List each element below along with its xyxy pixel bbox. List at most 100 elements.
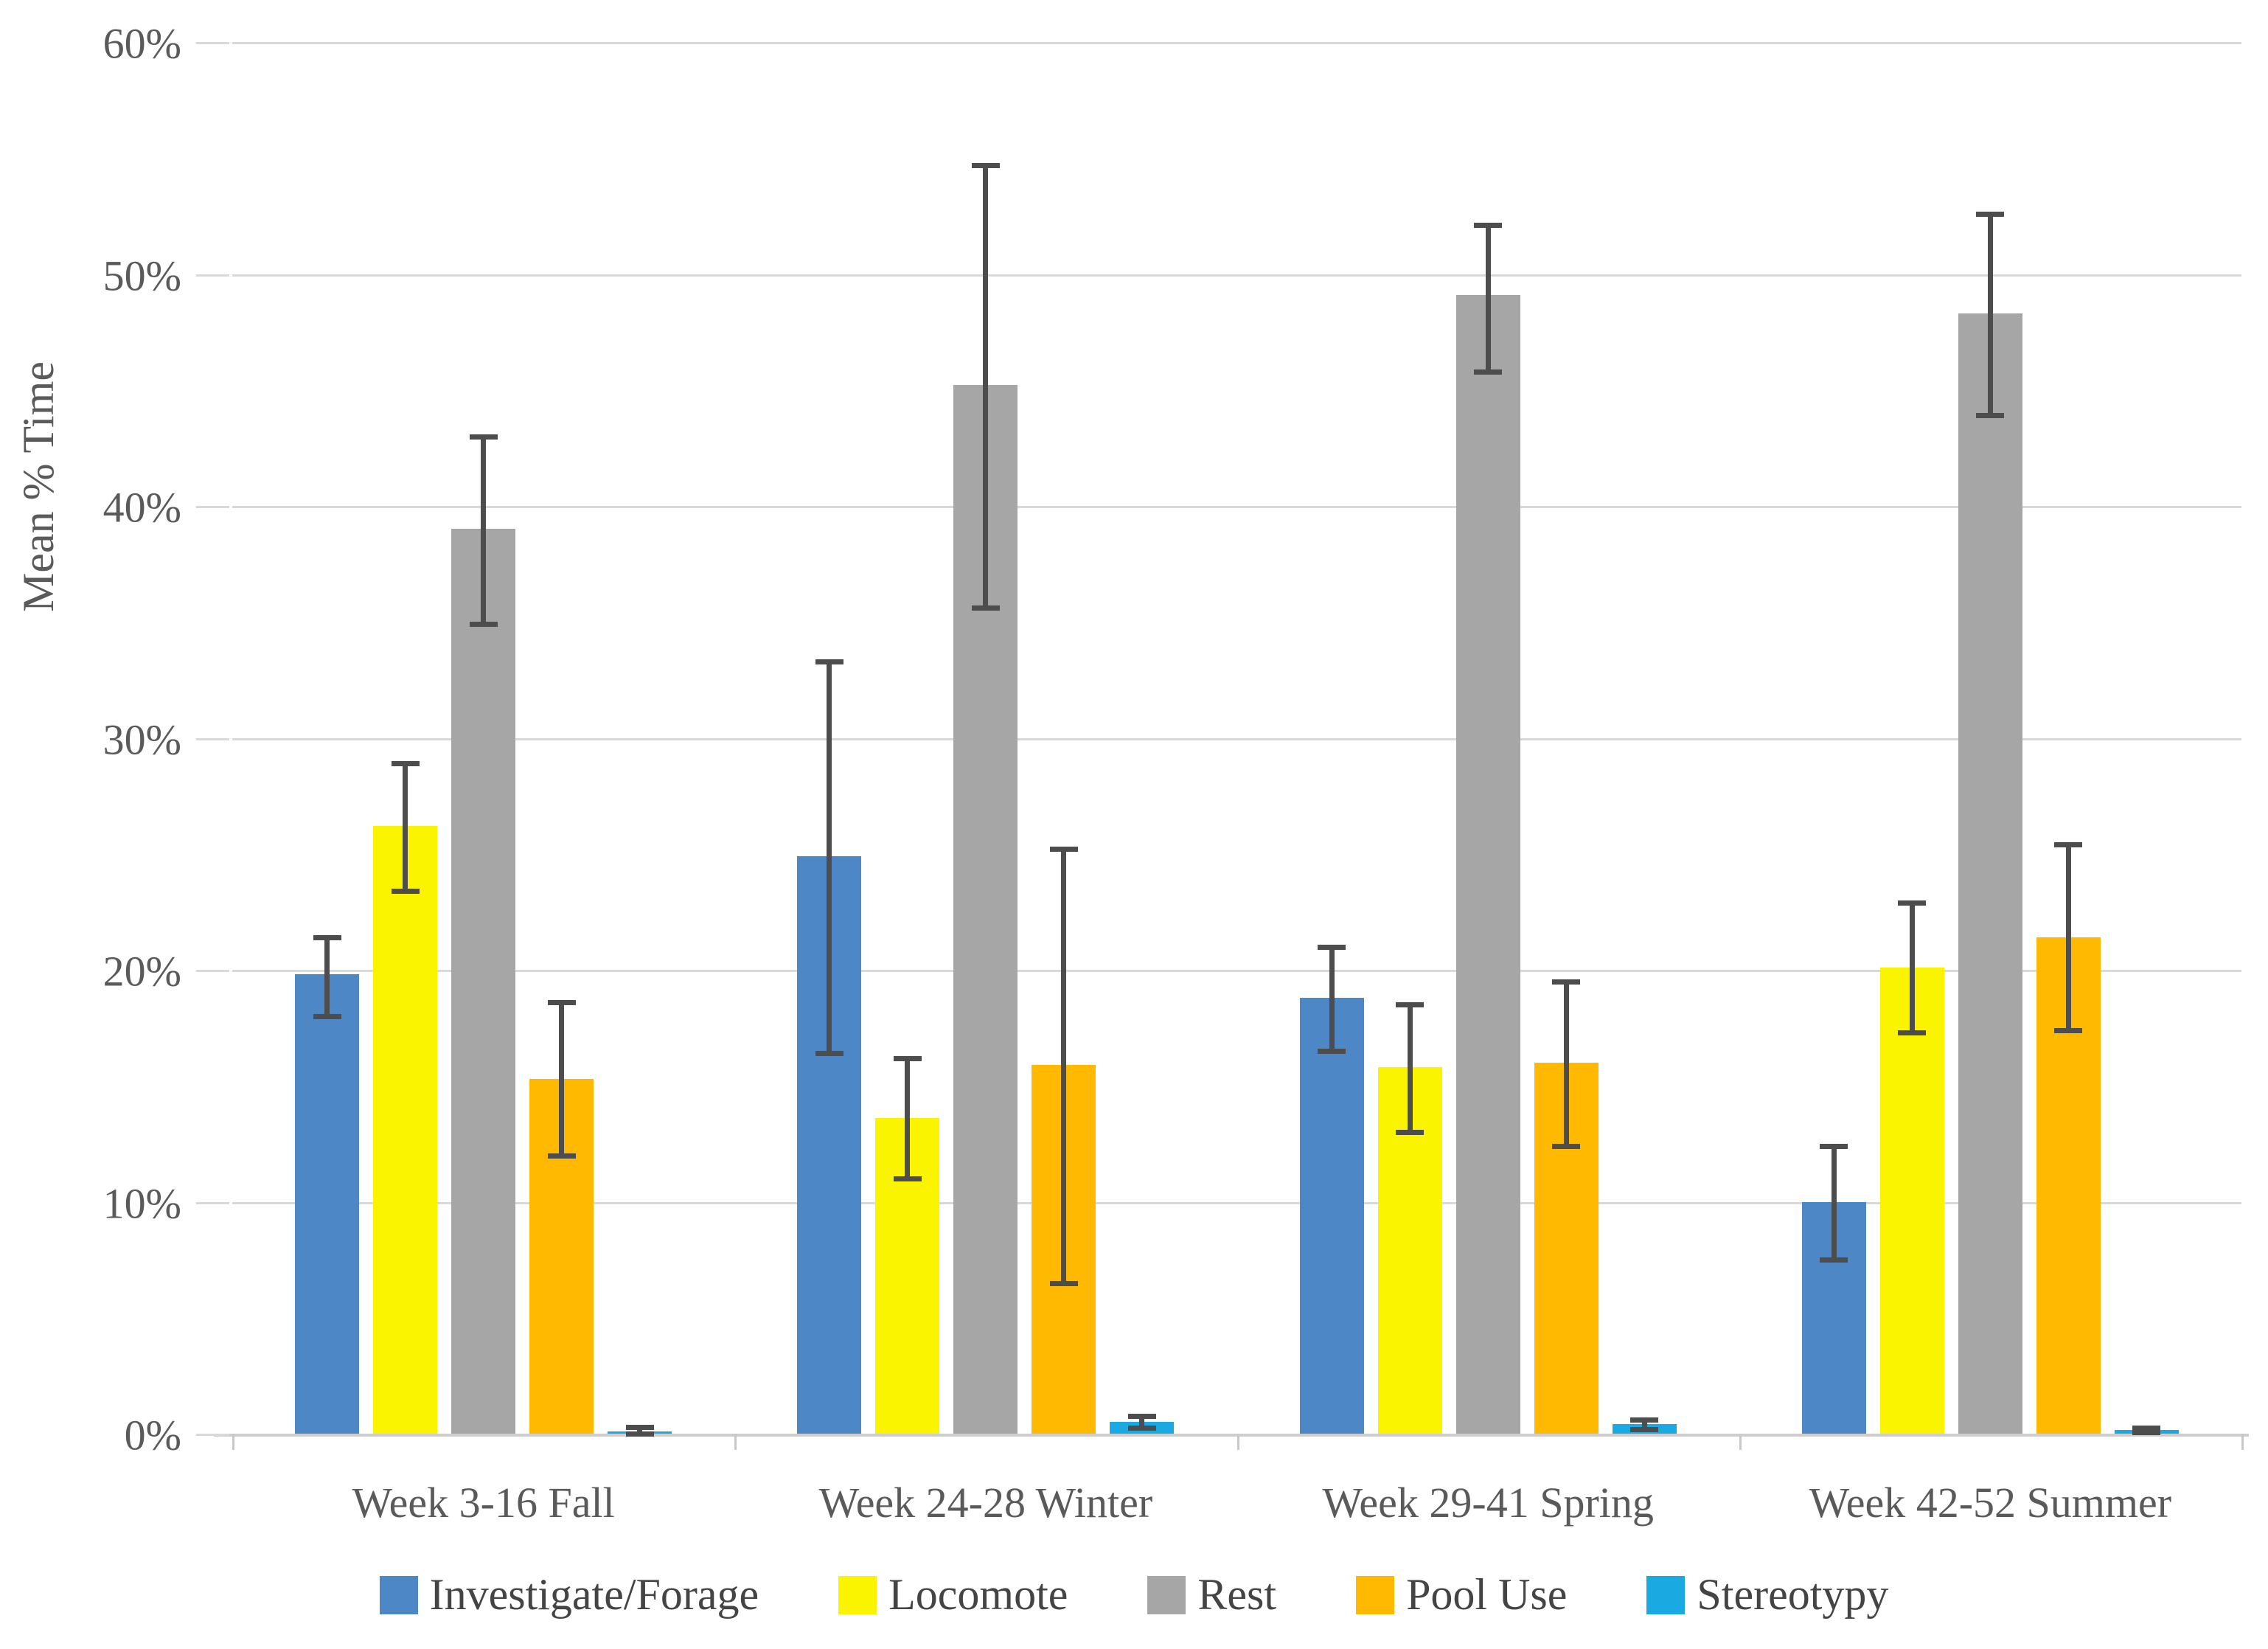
x-axis-tick (1739, 1434, 1742, 1450)
error-bar-cap-top (469, 434, 498, 440)
gridline (232, 737, 2241, 740)
error-bar-cap-bottom (1474, 369, 1503, 375)
y-tick-label: 50% (102, 251, 181, 299)
error-bar (1061, 849, 1067, 1283)
error-bar-cap-top (625, 1424, 654, 1430)
legend-label: Pool Use (1406, 1570, 1568, 1619)
error-bar-cap-top (893, 1055, 922, 1061)
y-axis-tick (196, 970, 229, 972)
x-axis-tick (734, 1434, 737, 1450)
error-bar-cap-bottom (1318, 1049, 1346, 1055)
error-bar-cap-bottom (1049, 1280, 1078, 1286)
legend-swatch-icon (1147, 1575, 1186, 1614)
error-bar (1831, 1146, 1837, 1260)
y-tick-label: 60% (102, 19, 181, 68)
error-bar-cap-top (1474, 223, 1503, 229)
error-bar-cap-bottom (313, 1013, 341, 1019)
error-bar-cap-top (547, 1000, 576, 1006)
error-bar-cap-bottom (1820, 1257, 1848, 1263)
legend: Investigate/Forage Locomote Rest Pool Use St… (0, 1569, 2268, 1620)
error-bar (2065, 844, 2071, 1030)
error-bar (1329, 946, 1335, 1052)
error-bar-cap-bottom (1127, 1426, 1156, 1431)
bar-rest (451, 529, 516, 1434)
error-bar (1485, 225, 1491, 372)
bar-investigate-forage (1299, 997, 1364, 1434)
y-axis-tick (196, 274, 229, 277)
error-bar (1139, 1416, 1145, 1428)
legend-item-rest: Rest (1147, 1569, 1276, 1620)
x-category-label: Week 29-41 Spring (1322, 1479, 1654, 1527)
x-axis-tick (2241, 1434, 2244, 1450)
error-bar (1563, 981, 1569, 1146)
error-bar-cap-top (1127, 1414, 1156, 1420)
legend-item-pool-use: Pool Use (1356, 1569, 1567, 1620)
error-bar-cap-top (2132, 1426, 2161, 1431)
bar-rest (1455, 294, 1520, 1434)
y-tick-label: 30% (102, 715, 181, 763)
error-bar-cap-bottom (971, 605, 1000, 611)
error-bar-cap-bottom (1898, 1030, 1927, 1035)
error-bar-cap-bottom (1630, 1426, 1659, 1432)
error-bar (827, 661, 832, 1054)
legend-swatch-icon (379, 1575, 418, 1614)
x-axis-line (214, 1434, 2249, 1437)
y-axis-tick (196, 1434, 229, 1436)
gridline (232, 274, 2241, 277)
error-bar-cap-top (1630, 1417, 1659, 1423)
y-tick-label: 0% (124, 1411, 181, 1459)
error-bar-cap-bottom (625, 1431, 654, 1437)
legend-swatch-icon (1646, 1575, 1686, 1614)
error-bar (403, 763, 408, 892)
error-bar (1641, 1420, 1647, 1429)
error-bar (1909, 902, 1915, 1032)
error-bar-cap-top (1318, 944, 1346, 950)
y-tick-label: 10% (102, 1179, 181, 1227)
legend-item-investigate-forage: Investigate/Forage (379, 1569, 759, 1620)
legend-swatch-icon (1356, 1575, 1395, 1614)
error-bar (324, 937, 330, 1016)
x-category-label: Week 24-28 Winter (818, 1479, 1153, 1527)
bar-rest (1958, 313, 2022, 1434)
y-axis-tick (196, 1201, 229, 1204)
legend-label: Investigate/Forage (429, 1570, 759, 1619)
error-bar-cap-top (815, 659, 843, 664)
error-bar (559, 1002, 565, 1156)
error-bar-cap-top (1820, 1144, 1848, 1150)
legend-swatch-icon (838, 1575, 877, 1614)
y-tick-label: 40% (102, 483, 181, 532)
error-bar (983, 164, 989, 608)
error-bar-cap-top (1552, 979, 1581, 985)
bar-investigate-forage (295, 974, 360, 1434)
error-bar (637, 1426, 643, 1434)
bar-locomote (373, 826, 438, 1434)
error-bar-cap-top (1976, 211, 2005, 217)
error-bar-cap-bottom (1552, 1144, 1581, 1150)
x-category-label: Week 42-52 Summer (1809, 1479, 2172, 1527)
error-bar-cap-bottom (2054, 1027, 2083, 1033)
error-bar (1987, 213, 1993, 416)
y-axis-tick (196, 737, 229, 740)
legend-item-stereotypy: Stereotypy (1646, 1569, 1888, 1620)
gridline (232, 1201, 2241, 1204)
y-axis-tick (196, 506, 229, 508)
x-category-label: Week 3-16 Fall (352, 1479, 615, 1527)
legend-label: Rest (1197, 1570, 1277, 1619)
error-bar (905, 1058, 911, 1179)
error-bar-cap-bottom (815, 1051, 843, 1057)
gridline (232, 42, 2241, 44)
error-bar-cap-top (391, 761, 420, 767)
gridline (232, 970, 2241, 972)
error-bar-cap-top (971, 162, 1000, 168)
x-axis-tick (1236, 1434, 1239, 1450)
error-bar-cap-bottom (2132, 1430, 2161, 1436)
error-bar-cap-bottom (547, 1153, 576, 1159)
error-bar-cap-bottom (893, 1176, 922, 1182)
y-axis-tick (196, 42, 229, 44)
gridline (232, 506, 2241, 508)
error-bar (481, 436, 487, 625)
legend-item-locomote: Locomote (838, 1569, 1068, 1620)
error-bar-cap-top (1898, 900, 1927, 906)
error-bar-cap-bottom (391, 889, 420, 895)
